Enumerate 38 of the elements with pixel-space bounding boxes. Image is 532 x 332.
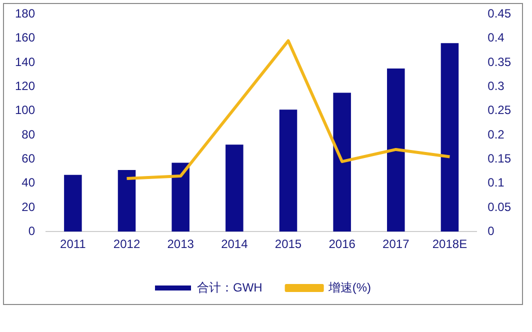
y2-tick-label: 0 [488, 224, 495, 238]
y-tick-label: 80 [22, 127, 36, 142]
x-tick-label: 2016 [328, 237, 356, 252]
y-tick-label: 120 [14, 78, 36, 93]
y-tick-label: 160 [14, 30, 36, 45]
bar [440, 43, 459, 232]
y2-tick-label: 0.25 [488, 103, 512, 118]
legend-label: 合计：GWH [197, 280, 262, 294]
y-tick-label: 0 [28, 224, 36, 238]
x-tick-label: 2011 [60, 237, 86, 252]
y-tick-label: 140 [14, 54, 36, 69]
y-tick-label: 100 [14, 103, 36, 118]
bar [226, 144, 244, 232]
y2-tick-label: 0.45 [488, 6, 512, 21]
y2-tick-label: 0.05 [488, 200, 512, 214]
y-tick-label: 60 [22, 151, 36, 166]
y2-tick-label: 0.3 [488, 78, 505, 93]
bar [172, 162, 190, 232]
bar [118, 170, 136, 232]
bar [333, 92, 351, 232]
y2-tick-label: 0.2 [488, 127, 505, 142]
y-tick-label: 180 [14, 6, 36, 21]
x-tick-label: 2017 [382, 237, 410, 252]
x-tick-label: 2018E [432, 237, 468, 252]
legend-label: 增速(%) [327, 280, 372, 294]
x-tick-label: 2015 [274, 237, 302, 252]
y2-tick-label: 0.1 [488, 176, 505, 190]
x-tick-label: 2012 [113, 237, 140, 252]
y-tick-label: 40 [22, 176, 36, 190]
y2-tick-label: 0.15 [488, 151, 512, 166]
bar [64, 174, 82, 232]
y-tick-label: 20 [22, 200, 36, 214]
x-tick-label: 2013 [167, 237, 194, 252]
y2-tick-label: 0.35 [488, 54, 512, 69]
bar [279, 110, 298, 232]
x-tick-label: 2014 [221, 237, 248, 252]
y2-tick-label: 0.4 [488, 30, 505, 45]
bar [387, 68, 405, 232]
